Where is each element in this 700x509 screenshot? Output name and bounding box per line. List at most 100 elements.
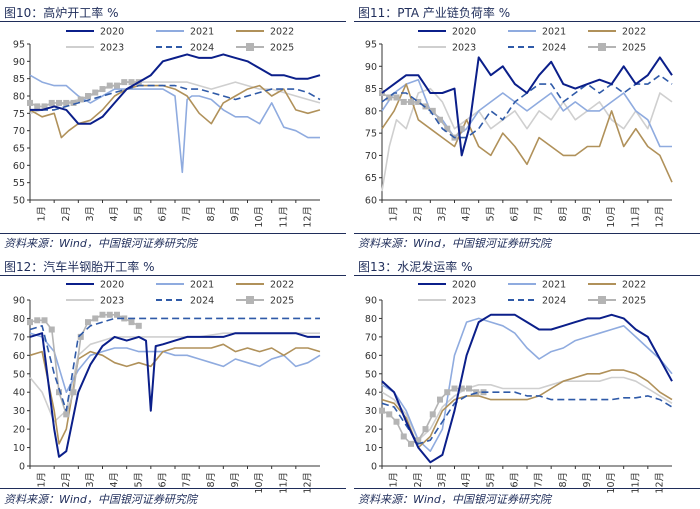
series-line xyxy=(381,56,673,157)
x-tick-label: 11月 xyxy=(278,206,289,228)
x-tick-label: 9月 xyxy=(230,206,241,222)
y-tick-label: 90 xyxy=(365,296,377,307)
x-tick-label: 5月 xyxy=(133,206,144,222)
data-point xyxy=(379,407,385,414)
x-tick-label: 5月 xyxy=(133,472,144,488)
series-line xyxy=(381,317,673,452)
x-tick-label: 1月 xyxy=(389,206,400,222)
data-point xyxy=(92,315,99,322)
series-line xyxy=(30,84,321,111)
chart-legend: 2020 2021 2022 2023 2024 2025 xyxy=(66,280,294,307)
source-divider xyxy=(0,233,346,234)
y-tick-label: 75 xyxy=(13,109,25,120)
legend-item: 2020 xyxy=(66,27,124,38)
series-2020 xyxy=(381,56,673,157)
legend-label: 2024 xyxy=(190,296,214,307)
legend-item: 2023 xyxy=(66,43,124,54)
legend-label: 2024 xyxy=(542,43,566,54)
y-tick-label: 70 xyxy=(365,151,377,162)
series-line xyxy=(381,313,673,464)
series-2020 xyxy=(30,53,321,125)
y-tick-label: 0 xyxy=(371,462,377,473)
x-tick-label: 8月 xyxy=(206,472,217,488)
data-point xyxy=(437,396,443,403)
x-tick-label: 4月 xyxy=(109,472,120,488)
chart-legend: 2020 2021 2022 2023 2024 2025 xyxy=(418,27,646,54)
data-point xyxy=(63,411,70,418)
y-tick-label: 70 xyxy=(13,126,25,137)
data-point xyxy=(415,98,422,105)
series-line xyxy=(29,81,139,108)
series-2025 xyxy=(379,385,487,447)
chart-10-plot: 50 55 60 65 70 75 80 85 90 95 1月 2月 3月 4月 5月 6月 7月 8月 9月 10… xyxy=(13,27,321,228)
data-point xyxy=(128,79,135,86)
y-tick-label: 60 xyxy=(13,161,25,172)
x-tick-label: 10月 xyxy=(606,472,617,494)
chart-title: 图12：汽车半钢胎开工率 % xyxy=(4,260,155,274)
data-point xyxy=(106,82,113,89)
x-tick-label: 10月 xyxy=(254,472,265,494)
legend-label: 2020 xyxy=(452,27,476,38)
data-point xyxy=(41,317,48,324)
data-point xyxy=(34,103,41,110)
x-tick-label: 5月 xyxy=(485,206,496,222)
data-point xyxy=(458,125,465,132)
x-tick-label: 4月 xyxy=(109,206,120,222)
series-line xyxy=(29,84,321,139)
legend-item: 2020 xyxy=(418,280,476,291)
legend-item: 2025 xyxy=(236,296,294,307)
legend-marker xyxy=(598,296,606,304)
y-tick-label: 90 xyxy=(365,62,377,73)
series-line xyxy=(381,376,673,441)
series-2024 xyxy=(29,317,320,412)
source-note: 资料来源：Wind，中国银河证券研究院 xyxy=(358,493,551,506)
series-line xyxy=(29,332,321,393)
legend-label: 2023 xyxy=(452,296,476,307)
y-tick-label: 50 xyxy=(13,369,25,380)
legend-item: 2025 xyxy=(236,43,294,54)
legend-item: 2021 xyxy=(156,27,214,38)
title-divider xyxy=(0,21,346,22)
data-point xyxy=(48,326,55,333)
y-tick-label: 55 xyxy=(13,178,25,189)
legend-item: 2021 xyxy=(508,27,566,38)
legend-label: 2023 xyxy=(100,43,124,54)
legend-item: 2025 xyxy=(588,43,646,54)
series-2023 xyxy=(381,87,673,192)
chart-panel-13: 图13：水泥发运率 % 0 10 20 30 40 50 60 70 80 90 1月 2月 3月 4月 5… xyxy=(354,254,700,509)
x-tick-label: 3月 xyxy=(85,206,96,222)
y-tick-label: 50 xyxy=(13,196,25,207)
data-point xyxy=(429,411,436,418)
chart-legend: 2020 2021 2022 2023 2024 2025 xyxy=(66,27,294,54)
y-tick-label: 65 xyxy=(365,173,377,184)
x-tick-label: 9月 xyxy=(230,472,241,488)
legend-item: 2024 xyxy=(508,296,566,307)
y-tick-label: 80 xyxy=(365,314,377,325)
legend-label: 2021 xyxy=(190,27,214,38)
data-point xyxy=(128,319,135,326)
x-tick-label: 11月 xyxy=(630,472,641,494)
series-2024 xyxy=(30,84,321,111)
chart-legend: 2020 2021 2022 2023 2024 2025 xyxy=(418,280,646,307)
x-tick-label: 2月 xyxy=(413,206,424,222)
x-tick-label: 1月 xyxy=(389,472,400,488)
y-tick-label: 0 xyxy=(19,462,25,473)
x-tick-label: 7月 xyxy=(534,206,545,222)
chart-title: 图10：高炉开工率 % xyxy=(4,6,119,20)
data-point xyxy=(444,125,451,132)
data-point xyxy=(27,99,33,106)
title-divider xyxy=(354,275,700,276)
x-tick-label: 7月 xyxy=(534,472,545,488)
legend-label: 2025 xyxy=(622,43,646,54)
series-line xyxy=(30,53,321,125)
y-tick-label: 75 xyxy=(365,129,377,140)
legend-marker xyxy=(598,43,606,51)
series-2020 xyxy=(29,332,320,458)
source-note: 资料来源：Wind，中国银河证券研究院 xyxy=(358,237,551,250)
legend-label: 2020 xyxy=(100,280,124,291)
x-tick-label: 4月 xyxy=(461,472,472,488)
x-tick-label: 12月 xyxy=(654,206,665,228)
legend-item: 2024 xyxy=(508,43,566,54)
data-point xyxy=(106,311,113,318)
data-point xyxy=(63,99,70,106)
